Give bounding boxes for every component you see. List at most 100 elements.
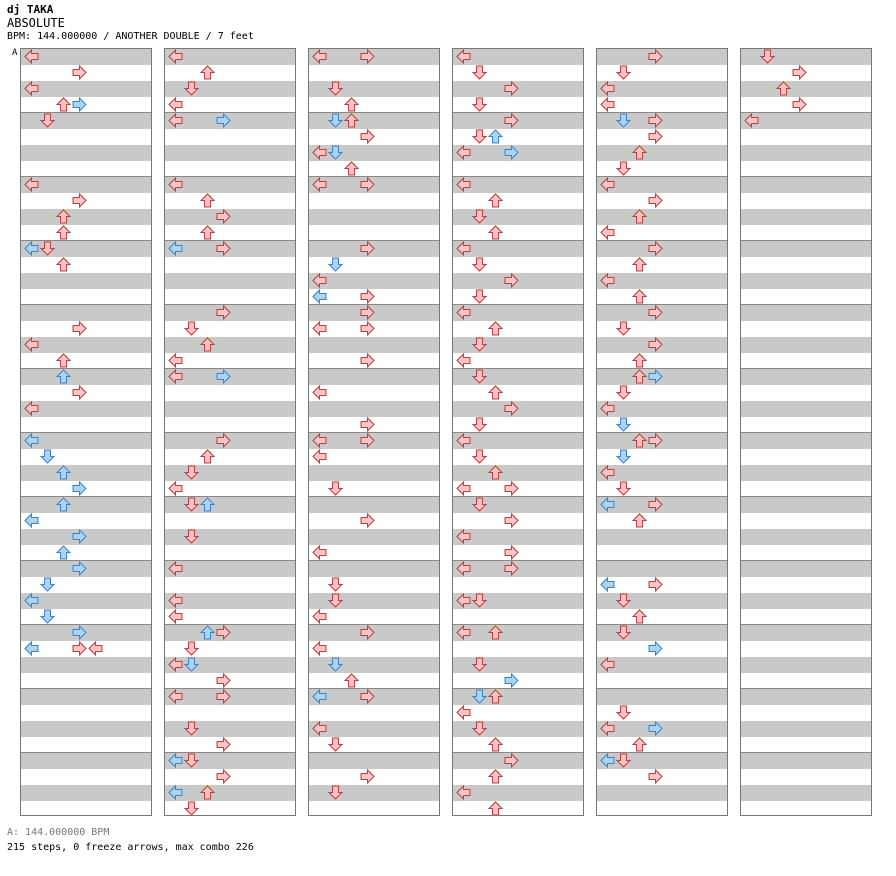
- arrow-right-icon: [504, 400, 519, 417]
- arrow-shape: [487, 737, 504, 752]
- arrow-shape: [504, 560, 519, 577]
- measure-line: [453, 112, 583, 113]
- arrow-right-icon: [360, 432, 375, 449]
- measure-line: [165, 624, 295, 625]
- measure-line: [165, 752, 295, 753]
- arrow-shape: [456, 480, 471, 497]
- beat-band: [453, 625, 583, 641]
- beat-band: [165, 177, 295, 193]
- arrow-shape: [39, 577, 56, 592]
- beat-band: [21, 721, 151, 737]
- arrow-shape: [39, 449, 56, 464]
- measure-line: [21, 496, 151, 497]
- arrow-shape: [615, 321, 632, 336]
- arrow-right-icon: [648, 432, 663, 449]
- arrow-left-icon: [312, 720, 327, 737]
- arrow-left-icon: [600, 176, 615, 193]
- beat-band: [21, 401, 151, 417]
- arrow-down-icon: [471, 209, 488, 224]
- chart-column-6: [740, 48, 872, 816]
- arrow-down-icon: [39, 113, 56, 128]
- beat-band: [597, 593, 727, 609]
- arrow-left-icon: [24, 512, 39, 529]
- arrow-down-icon: [615, 705, 632, 720]
- measure-line: [453, 176, 583, 177]
- arrow-shape: [456, 784, 471, 801]
- arrow-down-icon: [471, 65, 488, 80]
- arrow-down-icon: [327, 257, 344, 272]
- arrow-left-icon: [168, 752, 183, 769]
- arrow-shape: [39, 241, 56, 256]
- arrow-right-icon: [72, 320, 87, 337]
- beat-band: [21, 81, 151, 97]
- arrow-shape: [600, 176, 615, 193]
- arrow-right-icon: [360, 49, 375, 65]
- beat-band: [741, 497, 871, 513]
- beat-band: [741, 401, 871, 417]
- arrow-right-icon: [360, 320, 375, 337]
- arrow-right-icon: [216, 688, 231, 705]
- measure-line: [21, 560, 151, 561]
- arrow-right-icon: [360, 288, 375, 305]
- arrow-down-icon: [183, 721, 200, 736]
- measure-line: [165, 176, 295, 177]
- beat-band: [597, 657, 727, 673]
- beat-band: [165, 561, 295, 577]
- arrow-shape: [487, 801, 504, 815]
- arrow-right-icon: [72, 624, 87, 641]
- arrow-shape: [72, 480, 87, 497]
- arrow-right-icon: [360, 512, 375, 529]
- arrow-up-icon: [199, 225, 216, 240]
- arrow-shape: [168, 352, 183, 369]
- beat-band: [165, 49, 295, 65]
- arrow-down-icon: [615, 113, 632, 128]
- arrow-left-icon: [456, 624, 471, 641]
- arrow-shape: [312, 176, 327, 193]
- arrow-up-icon: [487, 193, 504, 208]
- arrow-left-icon: [312, 384, 327, 401]
- arrow-shape: [360, 432, 375, 449]
- arrow-left-icon: [600, 96, 615, 113]
- arrow-shape: [312, 272, 327, 289]
- arrow-shape: [72, 528, 87, 545]
- arrow-left-icon: [24, 240, 39, 257]
- arrow-shape: [343, 161, 360, 176]
- beat-band: [741, 785, 871, 801]
- arrow-down-icon: [327, 145, 344, 160]
- arrow-down-icon: [471, 689, 488, 704]
- arrow-right-icon: [648, 192, 663, 209]
- arrow-right-icon: [216, 112, 231, 129]
- arrow-shape: [24, 80, 39, 97]
- measure-line: [597, 112, 727, 113]
- arrow-left-icon: [88, 640, 103, 657]
- arrow-shape: [631, 257, 648, 272]
- arrow-down-icon: [615, 753, 632, 768]
- arrow-left-icon: [24, 336, 39, 353]
- arrow-shape: [600, 224, 615, 241]
- arrow-right-icon: [792, 96, 807, 113]
- beat-band: [741, 49, 871, 65]
- arrow-left-icon: [456, 240, 471, 257]
- arrow-shape: [168, 608, 183, 625]
- arrow-shape: [183, 657, 200, 672]
- arrow-down-icon: [471, 129, 488, 144]
- arrow-left-icon: [312, 688, 327, 705]
- beat-band: [21, 785, 151, 801]
- arrow-shape: [168, 752, 183, 769]
- arrow-right-icon: [504, 560, 519, 577]
- beat-band: [165, 657, 295, 673]
- beat-band: [741, 753, 871, 769]
- beat-band: [741, 177, 871, 193]
- arrow-left-icon: [312, 640, 327, 657]
- beat-band: [309, 401, 439, 417]
- arrow-shape: [775, 81, 792, 96]
- measure-line: [741, 624, 871, 625]
- arrow-shape: [648, 336, 663, 353]
- arrow-down-icon: [615, 625, 632, 640]
- arrow-right-icon: [648, 49, 663, 65]
- arrow-left-icon: [456, 352, 471, 369]
- beat-band: [21, 177, 151, 193]
- measure-line: [309, 752, 439, 753]
- arrow-shape: [456, 144, 471, 161]
- beat-band: [165, 721, 295, 737]
